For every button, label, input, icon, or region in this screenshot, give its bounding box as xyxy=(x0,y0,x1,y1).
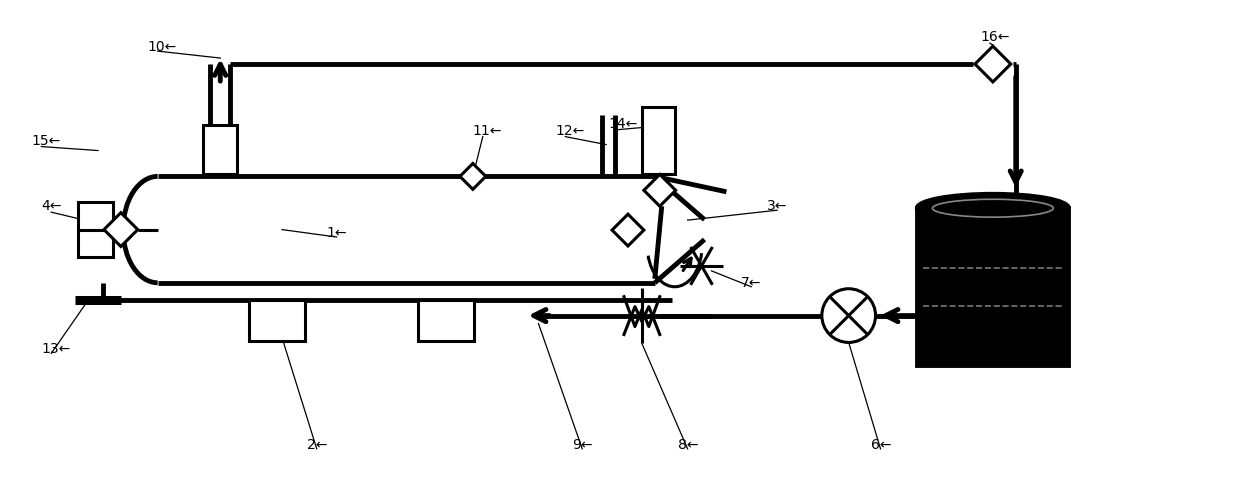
Text: 4←: 4← xyxy=(41,199,62,213)
Bar xyxy=(642,107,675,174)
Text: 11←: 11← xyxy=(472,123,502,138)
Polygon shape xyxy=(104,213,138,246)
Text: 2←: 2← xyxy=(306,438,327,452)
Text: 7←: 7← xyxy=(742,276,761,290)
Bar xyxy=(418,300,474,342)
Text: 3←: 3← xyxy=(768,199,787,213)
Text: 13←: 13← xyxy=(41,343,71,356)
Bar xyxy=(78,202,113,258)
Ellipse shape xyxy=(918,194,1069,222)
Bar xyxy=(203,124,237,174)
Polygon shape xyxy=(613,214,644,246)
Polygon shape xyxy=(975,46,1011,82)
Text: 8←: 8← xyxy=(678,438,698,452)
Text: 6←: 6← xyxy=(870,438,892,452)
Text: 1←: 1← xyxy=(326,226,347,240)
Bar xyxy=(918,208,1069,366)
Text: 16←: 16← xyxy=(980,30,1009,44)
Text: 15←: 15← xyxy=(31,134,61,147)
Polygon shape xyxy=(644,174,676,206)
Text: 12←: 12← xyxy=(556,123,584,138)
Text: 10←: 10← xyxy=(148,40,177,54)
Text: 9←: 9← xyxy=(573,438,593,452)
Text: 14←: 14← xyxy=(608,117,637,131)
Bar xyxy=(249,300,305,342)
Polygon shape xyxy=(460,163,486,189)
